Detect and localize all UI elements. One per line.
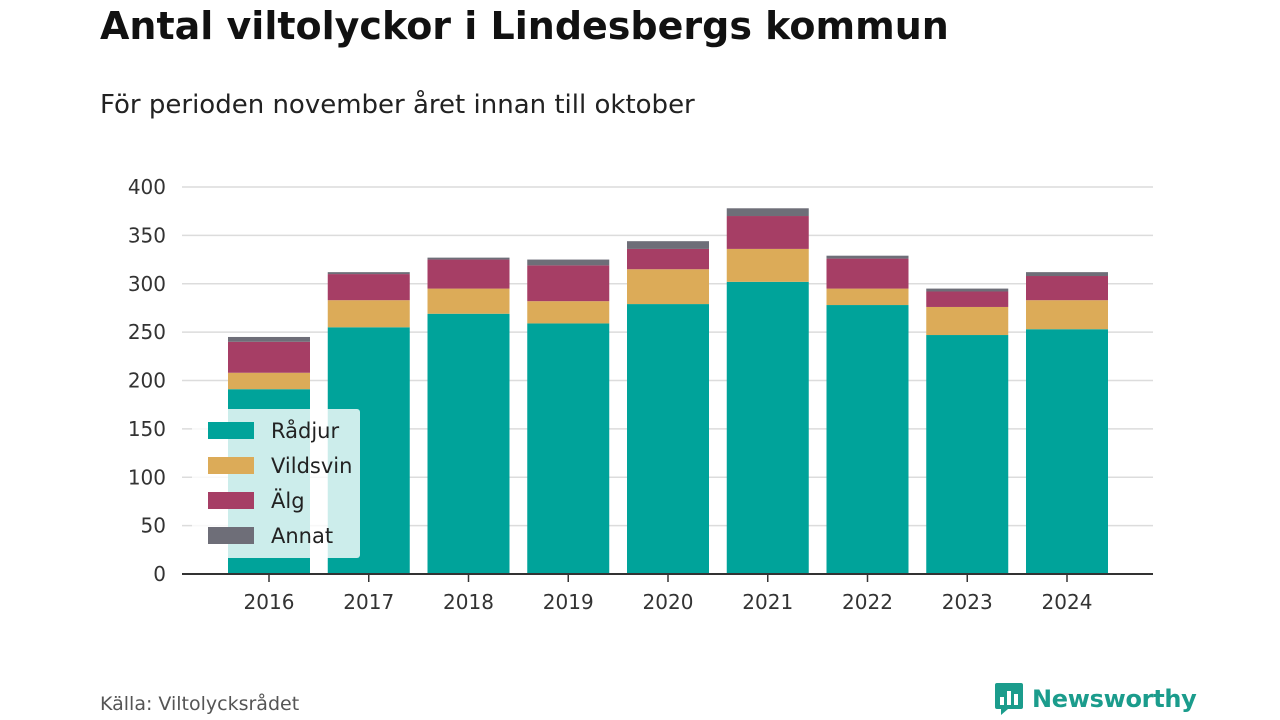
legend-swatch-annat xyxy=(208,527,254,544)
chart-title: Antal viltolyckor i Lindesbergs kommun xyxy=(100,4,949,48)
bar-segment-vildsvin[interactable] xyxy=(228,372,310,390)
brand-logo[interactable]: Newsworthy xyxy=(994,682,1197,716)
source-note: Källa: Viltolycksrådet xyxy=(100,693,300,715)
bar-segment-annat[interactable] xyxy=(826,255,909,259)
y-tick-label: 200 xyxy=(128,369,166,393)
bar-segment-älg[interactable] xyxy=(926,291,1009,307)
bar-segment-rådjur[interactable] xyxy=(627,304,709,574)
legend-swatch-vildsvin xyxy=(208,457,254,474)
x-tick-label: 2017 xyxy=(343,590,394,614)
legend-box xyxy=(192,409,360,558)
y-tick-label: 100 xyxy=(128,465,166,489)
bar-segment-annat[interactable] xyxy=(726,208,809,217)
bar-segment-älg[interactable] xyxy=(327,274,410,301)
x-tick-label: 2020 xyxy=(643,590,694,614)
axes: 0 50 100 150 200 250 300 350 400 2016 2017 2018 2019… xyxy=(128,175,1153,614)
bar-segment-vildsvin[interactable] xyxy=(327,300,410,328)
x-tick-label: 2024 xyxy=(1042,590,1093,614)
chart-subtitle: För perioden november året innan till ok… xyxy=(100,90,695,120)
bar-segment-annat[interactable] xyxy=(228,336,310,342)
bar-segment-vildsvin[interactable] xyxy=(427,288,510,314)
y-tick-label: 150 xyxy=(128,417,166,441)
bar-segment-annat[interactable] xyxy=(327,272,410,275)
bar-segment-rådjur[interactable] xyxy=(826,305,909,574)
y-tick-label: 250 xyxy=(128,320,166,344)
y-tick-label: 50 xyxy=(141,514,166,538)
bar-segment-älg[interactable] xyxy=(627,248,709,270)
y-tick-label: 400 xyxy=(128,175,166,199)
x-tick-label: 2019 xyxy=(543,590,594,614)
bar-segment-rådjur[interactable] xyxy=(427,313,510,574)
legend-label: Annat xyxy=(271,524,333,548)
legend-label: Rådjur xyxy=(271,418,339,443)
x-tick-label: 2018 xyxy=(443,590,494,614)
bar-segment-vildsvin[interactable] xyxy=(627,269,709,305)
legend-label: Älg xyxy=(271,488,305,513)
bar-segment-älg[interactable] xyxy=(826,258,909,289)
bar-segment-annat[interactable] xyxy=(926,288,1009,292)
brand-name: Newsworthy xyxy=(1032,685,1197,713)
bar-segment-annat[interactable] xyxy=(427,257,510,260)
bar-segment-älg[interactable] xyxy=(1026,276,1108,301)
bar-segment-annat[interactable] xyxy=(527,259,610,266)
bar-segment-rådjur[interactable] xyxy=(1026,329,1108,574)
legend-label: Vildsvin xyxy=(271,454,352,478)
x-tick-label: 2022 xyxy=(842,590,893,614)
bar-segment-vildsvin[interactable] xyxy=(726,248,809,282)
bar-segment-rådjur[interactable] xyxy=(926,335,1009,574)
bar-segment-älg[interactable] xyxy=(527,265,610,302)
bar-segment-vildsvin[interactable] xyxy=(826,288,909,306)
legend: Rådjur Vildsvin Älg Annat xyxy=(192,409,360,558)
bar-segment-annat[interactable] xyxy=(627,241,709,249)
bar-segment-rådjur[interactable] xyxy=(527,323,610,574)
legend-swatch-älg xyxy=(208,492,254,509)
bar-segment-vildsvin[interactable] xyxy=(926,306,1009,336)
legend-swatch-rådjur xyxy=(208,422,254,439)
bar-segment-vildsvin[interactable] xyxy=(1026,300,1108,330)
bar-segment-älg[interactable] xyxy=(726,216,809,249)
y-tick-label: 300 xyxy=(128,272,166,296)
bar-segment-älg[interactable] xyxy=(228,341,310,373)
y-tick-label: 0 xyxy=(153,562,166,586)
bar-segment-vildsvin[interactable] xyxy=(527,301,610,324)
bar-segment-älg[interactable] xyxy=(427,259,510,289)
x-tick-label: 2023 xyxy=(942,590,993,614)
x-tick-label: 2021 xyxy=(742,590,793,614)
x-tick-label: 2016 xyxy=(244,590,295,614)
newsworthy-logo-icon xyxy=(995,683,1023,715)
y-tick-label: 350 xyxy=(128,223,166,247)
bar-segment-annat[interactable] xyxy=(1026,272,1108,277)
bar-segment-rådjur[interactable] xyxy=(726,281,809,574)
